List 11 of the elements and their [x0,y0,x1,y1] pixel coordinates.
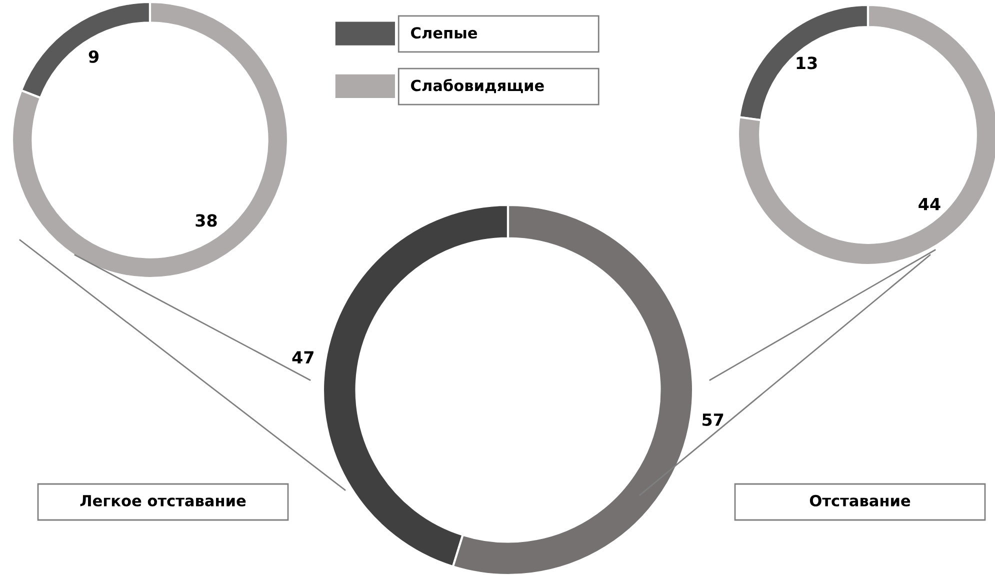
data-label: 57 [702,414,724,426]
data-label: 44 [918,198,940,210]
donut-slice [10,0,290,280]
data-label: 13 [796,56,817,70]
legend-label: Слабовидящие [411,78,544,94]
legend-label: Слепые [411,27,478,39]
data-label: 38 [196,214,217,227]
slice-label: Отставание [810,494,910,506]
slice-label: Легкое отставание [80,495,246,506]
data-label: 47 [292,351,314,364]
data-label: 9 [88,50,98,63]
